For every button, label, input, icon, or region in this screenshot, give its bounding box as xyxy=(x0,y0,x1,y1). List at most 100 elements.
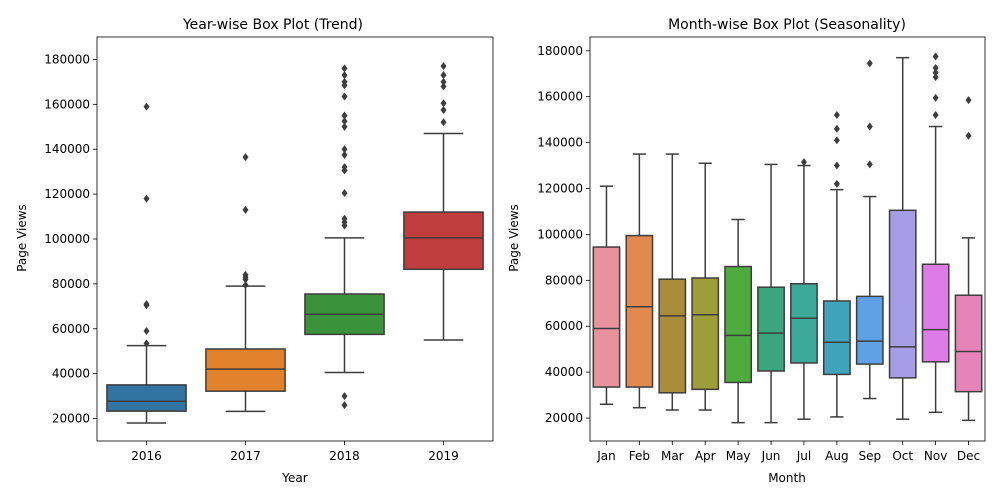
outlier-point xyxy=(143,339,150,348)
box-body xyxy=(403,211,484,271)
outlier-point xyxy=(932,63,939,72)
x-tick-label: Feb xyxy=(629,449,650,463)
y-tick-label: 160000 xyxy=(44,97,90,111)
y-tick-label: 80000 xyxy=(52,277,90,291)
box-Nov xyxy=(921,52,950,414)
outlier-point xyxy=(833,136,840,145)
box-Oct xyxy=(888,56,917,420)
outlier-point xyxy=(341,117,348,126)
outlier-point xyxy=(341,77,348,86)
box-body xyxy=(855,295,884,365)
outlier-point xyxy=(242,281,249,290)
y-tick-label: 120000 xyxy=(44,187,90,201)
x-tick-label: Jun xyxy=(761,449,781,463)
y-tick-label: 20000 xyxy=(545,411,583,425)
outlier-point xyxy=(143,327,150,336)
y-tick-label: 40000 xyxy=(545,365,583,379)
outlier-point xyxy=(440,99,447,108)
x-axis-label: Year xyxy=(281,471,307,485)
y-tick-label: 40000 xyxy=(52,367,90,381)
outlier-point xyxy=(143,102,150,111)
x-tick-label: Aug xyxy=(825,449,848,463)
x-tick-label: Mar xyxy=(661,449,684,463)
x-tick-label: Dec xyxy=(957,449,980,463)
x-tick-label: Oct xyxy=(892,449,913,463)
box-body xyxy=(691,277,720,391)
box-Aug xyxy=(822,111,851,418)
outlier-point xyxy=(341,401,348,410)
box-body xyxy=(205,348,286,392)
box-2016 xyxy=(106,102,187,424)
outlier-point xyxy=(440,105,447,114)
box-body xyxy=(790,283,818,364)
box-2018 xyxy=(304,64,385,410)
outlier-point xyxy=(932,68,939,77)
box-body xyxy=(921,263,950,363)
outlier-point xyxy=(932,73,939,82)
outlier-point xyxy=(833,161,840,170)
outlier-point xyxy=(932,93,939,102)
box-Mar xyxy=(658,153,687,411)
box-Sep xyxy=(855,59,884,400)
box-body xyxy=(592,246,621,388)
x-axis-label: Month xyxy=(768,471,806,485)
outlier-point xyxy=(866,160,873,169)
y-tick-label: 140000 xyxy=(537,136,583,150)
x-tick-label: Sep xyxy=(858,449,881,463)
box-May xyxy=(724,218,753,424)
y-tick-label: 20000 xyxy=(52,412,90,426)
outlier-point xyxy=(800,158,807,167)
y-tick-label: 60000 xyxy=(545,319,583,333)
x-tick-label: Nov xyxy=(924,449,947,463)
outlier-point xyxy=(440,77,447,86)
outlier-point xyxy=(341,145,348,154)
outlier-point xyxy=(341,188,348,197)
outlier-point xyxy=(341,214,348,223)
y-tick-label: 60000 xyxy=(52,322,90,336)
year-wise-chart: Year-wise Box Plot (Trend) Year Page Vie… xyxy=(15,17,494,485)
box-Jun xyxy=(757,163,785,424)
outlier-point xyxy=(440,71,447,80)
box-Dec xyxy=(954,96,983,422)
outlier-point xyxy=(341,163,348,172)
box-body xyxy=(625,234,654,388)
box-body xyxy=(658,278,687,394)
y-tick-label: 80000 xyxy=(545,273,583,287)
box-2017 xyxy=(205,153,286,413)
x-tick-label: 2017 xyxy=(230,449,261,463)
box-body xyxy=(822,300,851,376)
y-tick-label: 160000 xyxy=(537,90,583,104)
outlier-point xyxy=(440,62,447,71)
outlier-point xyxy=(833,124,840,133)
y-tick-label: 180000 xyxy=(537,44,583,58)
outlier-point xyxy=(341,122,348,131)
outlier-point xyxy=(440,118,447,127)
plot-frame xyxy=(589,36,986,442)
y-axis-label: Page Views xyxy=(507,204,521,272)
outlier-point xyxy=(341,92,348,101)
box-2019 xyxy=(403,62,484,341)
outlier-point xyxy=(341,71,348,80)
y-tick-label: 100000 xyxy=(44,232,90,246)
y-tick-label: 100000 xyxy=(537,227,583,241)
outlier-point xyxy=(341,150,348,159)
x-tick-label: 2016 xyxy=(131,449,162,463)
outlier-point xyxy=(932,111,939,120)
x-tick-label: Jul xyxy=(796,449,811,463)
box-body xyxy=(724,265,753,384)
box-body xyxy=(888,209,917,379)
outlier-point xyxy=(866,59,873,68)
outlier-point xyxy=(932,52,939,61)
outlier-point xyxy=(341,64,348,73)
box-body xyxy=(757,286,785,372)
chart-title: Year-wise Box Plot (Trend) xyxy=(182,17,363,33)
outlier-point xyxy=(866,122,873,131)
outlier-point xyxy=(965,131,972,140)
box-body xyxy=(106,384,187,412)
box-Jan xyxy=(592,185,621,406)
outlier-point xyxy=(833,179,840,188)
x-tick-label: May xyxy=(726,449,751,463)
box-body xyxy=(954,294,983,393)
y-tick-label: 120000 xyxy=(537,182,583,196)
